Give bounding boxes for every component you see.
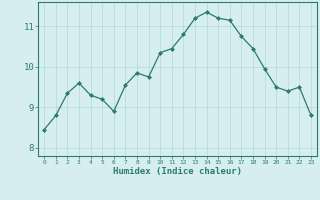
X-axis label: Humidex (Indice chaleur): Humidex (Indice chaleur) [113, 167, 242, 176]
